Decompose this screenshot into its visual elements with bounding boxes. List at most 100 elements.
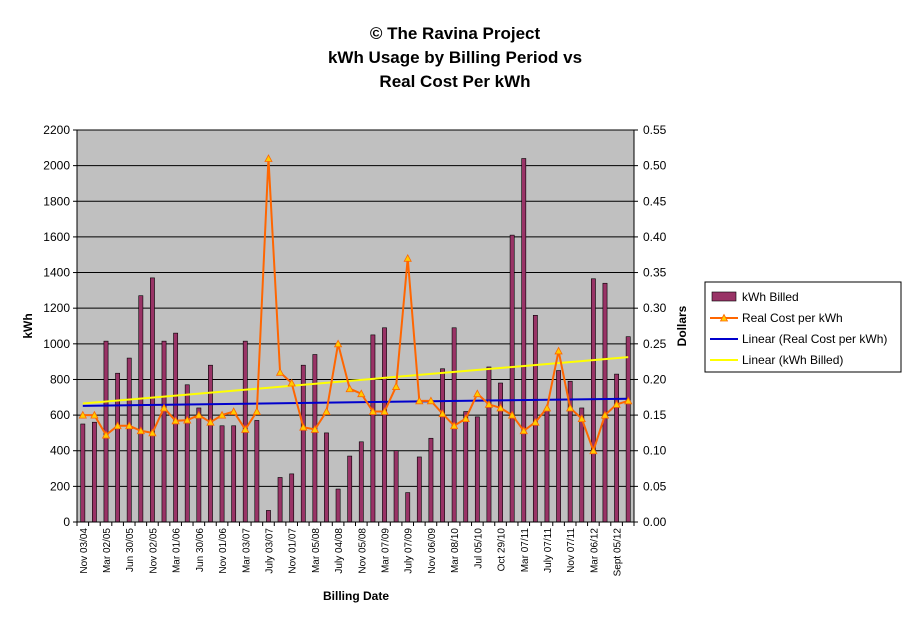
y2-tick-label: 0.10 bbox=[643, 444, 667, 458]
kwh-bar bbox=[440, 368, 445, 523]
y-tick-label: 1000 bbox=[43, 337, 70, 351]
x-tick-label: Mar 08/10 bbox=[450, 528, 461, 573]
kwh-trend-line bbox=[82, 356, 629, 405]
kwh-bar bbox=[161, 340, 167, 523]
x-tick-label: Mar 01/06 bbox=[172, 528, 183, 573]
kwh-bar bbox=[625, 336, 631, 523]
cost-marker bbox=[380, 407, 389, 415]
y-tick-label: 600 bbox=[50, 408, 70, 422]
cost-marker bbox=[345, 384, 354, 393]
legend-label: kWh Billed bbox=[742, 290, 799, 304]
kwh-bar bbox=[509, 234, 515, 523]
y2-tick-label: 0.00 bbox=[643, 515, 667, 529]
kwh-bar bbox=[474, 416, 480, 523]
cost-marker bbox=[600, 410, 610, 419]
y-tick-label: 1800 bbox=[43, 194, 70, 208]
x-tick-label: Nov 02/05 bbox=[148, 528, 159, 574]
y2-axis-label: Dollars bbox=[675, 305, 689, 346]
kwh-bar bbox=[312, 354, 318, 523]
cost-marker bbox=[484, 400, 494, 408]
kwh-bar bbox=[196, 407, 202, 523]
x-tick-label: Mar 03/07 bbox=[241, 528, 252, 573]
x-tick-label: Mar 07/09 bbox=[381, 528, 392, 573]
y2-tick-label: 0.20 bbox=[643, 372, 667, 386]
x-tick-label: Nov 05/08 bbox=[357, 528, 368, 574]
y-tick-label: 200 bbox=[50, 479, 70, 493]
kwh-bar bbox=[231, 425, 237, 523]
cost-marker bbox=[577, 414, 586, 423]
x-tick-label: Nov 03/04 bbox=[79, 528, 90, 574]
kwh-bar bbox=[254, 420, 260, 523]
kwh-bar bbox=[300, 364, 306, 523]
cost-marker bbox=[183, 415, 192, 424]
x-tick-label: Mar 02/05 bbox=[102, 528, 113, 573]
chart-title: © The Ravina Project kWh Usage by Billin… bbox=[328, 24, 582, 91]
y-tick-label: 0 bbox=[63, 515, 70, 529]
kwh-bar bbox=[614, 373, 619, 523]
y2-tick-label: 0.50 bbox=[643, 159, 667, 173]
legend-swatch-bar bbox=[711, 291, 737, 302]
kwh-bar bbox=[393, 450, 399, 523]
x-tick-label: Nov 06/09 bbox=[427, 528, 438, 574]
left-axis-ticks: 0 200 400 600 800 1000 1200 1400 1600 1800 2000 220… bbox=[43, 123, 77, 529]
kwh-bar bbox=[590, 278, 596, 523]
cost-marker bbox=[101, 430, 111, 439]
kwh-bar bbox=[602, 282, 608, 523]
cost-polyline bbox=[82, 158, 629, 454]
kwh-bar bbox=[219, 425, 225, 523]
cost-marker bbox=[229, 407, 238, 415]
cost-marker bbox=[473, 389, 482, 398]
cost-trend-line bbox=[82, 397, 629, 407]
x-tick-label: July 04/08 bbox=[334, 528, 345, 574]
y2-tick-label: 0.55 bbox=[643, 123, 667, 137]
y2-tick-label: 0.40 bbox=[643, 230, 667, 244]
kwh-bar bbox=[115, 372, 121, 523]
legend-swatch-marker bbox=[719, 313, 729, 322]
cost-marker bbox=[194, 410, 204, 419]
kwh-bar bbox=[382, 327, 387, 523]
kwh-bar bbox=[277, 477, 283, 523]
cost-marker bbox=[299, 422, 308, 431]
x-tick-label: Mar 05/08 bbox=[311, 528, 322, 573]
y-tick-label: 800 bbox=[50, 372, 70, 386]
y2-tick-label: 0.35 bbox=[643, 266, 667, 280]
kwh-bar bbox=[416, 456, 422, 523]
kwh-bar bbox=[92, 421, 97, 523]
kwh-bar bbox=[521, 158, 527, 523]
legend-label: Linear (kWh Billed) bbox=[742, 353, 843, 367]
cost-marker bbox=[136, 426, 145, 435]
y-tick-label: 2000 bbox=[43, 159, 70, 173]
kwh-bar bbox=[358, 441, 364, 523]
kwh-bar bbox=[428, 437, 434, 523]
cost-marker bbox=[449, 421, 459, 430]
cost-marker bbox=[589, 446, 598, 455]
x-tick-label: Sept 05/12 bbox=[613, 528, 624, 577]
cost-marker bbox=[287, 378, 296, 387]
cost-marker bbox=[391, 382, 401, 390]
x-axis-label: Billing Date bbox=[323, 589, 389, 603]
cost-marker bbox=[252, 407, 262, 415]
x-tick-label: Nov 01/06 bbox=[218, 528, 229, 574]
kwh-bar bbox=[138, 295, 144, 523]
legend-label: Real Cost per kWh bbox=[742, 311, 843, 325]
y-tick-label: 2200 bbox=[43, 123, 70, 137]
cost-marker bbox=[217, 410, 227, 419]
cost-marker bbox=[496, 403, 505, 412]
legend-label: Linear (Real Cost per kWh) bbox=[742, 332, 887, 346]
title-line-2: kWh Usage by Billing Period vs bbox=[328, 48, 582, 67]
x-tick-label: July 07/09 bbox=[404, 528, 415, 574]
cost-marker bbox=[159, 403, 169, 412]
y2-tick-label: 0.30 bbox=[643, 301, 667, 315]
cost-marker bbox=[624, 396, 633, 405]
kwh-bar bbox=[486, 366, 492, 523]
x-tick-label: Jun 30/06 bbox=[195, 528, 206, 572]
title-line-1: © The Ravina Project bbox=[370, 24, 541, 43]
y2-tick-label: 0.45 bbox=[643, 194, 667, 208]
cost-marker bbox=[148, 428, 157, 437]
x-axis-ticks: Nov 03/04 Mar 02/05 Jun 30/05 Nov 02/05 Mar … bbox=[76, 522, 635, 577]
x-tick-label: Mar 06/12 bbox=[589, 528, 600, 573]
cost-line bbox=[78, 154, 633, 455]
kwh-bar bbox=[208, 364, 213, 523]
